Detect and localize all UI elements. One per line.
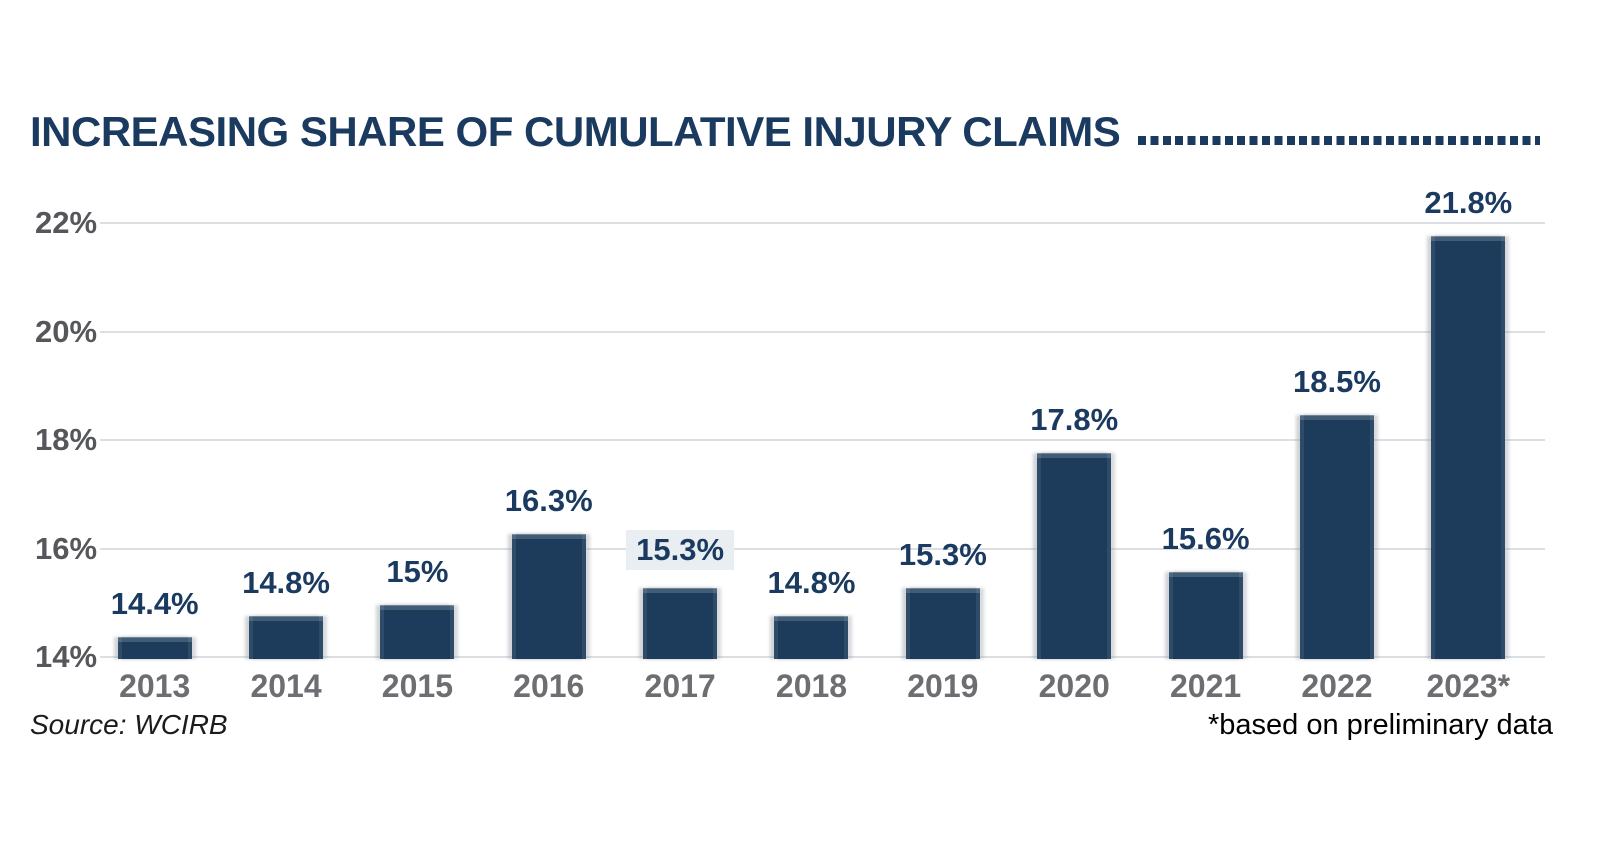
x-axis-tick-label: 2016 — [513, 668, 585, 704]
y-axis-tick-label: 20% — [35, 313, 98, 349]
chart-title: INCREASING SHARE OF CUMULATIVE INJURY CL… — [30, 108, 1121, 155]
bar — [380, 604, 455, 659]
bar-column: 14.8% 2018 — [746, 223, 877, 702]
gridline — [100, 330, 1545, 333]
bar-value-label: 21.8% — [1424, 184, 1513, 220]
bar-value-label: 15.6% — [1161, 521, 1250, 557]
x-axis-tick-label: 2018 — [775, 668, 848, 704]
chart-header: INCREASING SHARE OF CUMULATIVE INJURY CL… — [30, 108, 1540, 155]
bar-value-label: 15.3% — [626, 530, 735, 571]
bar-column: 14.8% 2014 — [220, 223, 351, 702]
bar-column: 18.5% 2022 — [1271, 223, 1402, 702]
y-axis-tick-label: 18% — [35, 421, 98, 457]
x-axis-tick-label: 2019 — [907, 668, 979, 704]
bar-value-label: 15% — [386, 553, 449, 589]
chart-footer: Source: WCIRB *based on preliminary data — [30, 708, 1553, 743]
bar-value-label: 16.3% — [504, 483, 593, 519]
bar — [774, 615, 849, 659]
x-axis-tick-label: 2020 — [1038, 668, 1110, 704]
bar-column: 15.3% 2017 — [614, 223, 745, 702]
gridline — [100, 222, 1545, 224]
x-axis-tick-label: 2015 — [381, 668, 453, 704]
bar — [1168, 572, 1243, 659]
y-axis-tick-label: 16% — [35, 530, 98, 566]
x-axis-tick-label: 2017 — [644, 668, 716, 704]
x-axis-tick-label: 2022 — [1301, 668, 1373, 704]
bar-column: 15% 2015 — [352, 223, 483, 702]
source-note: Source: WCIRB — [30, 709, 228, 740]
preliminary-data-footnote: *based on preliminary data — [1208, 709, 1553, 741]
bar-column: 14.4% 2013 — [89, 223, 220, 702]
bar-column: 17.8% 2020 — [1009, 223, 1140, 702]
bar — [249, 615, 324, 659]
bar-value-label: 14.4% — [110, 586, 199, 622]
bar-series: 14.4% 2013 14.8% 2014 15% 2015 16.3% 2016 15.3% 2… — [89, 187, 1534, 702]
x-axis-tick-label: 2014 — [250, 668, 322, 704]
bar-column: 21.8% 2023* — [1403, 187, 1534, 702]
x-axis-tick-label: 2013 — [119, 668, 191, 704]
bar-value-label: 14.8% — [767, 564, 856, 600]
bar — [117, 637, 192, 659]
bar-column: 15.3% 2019 — [877, 223, 1008, 702]
y-axis-tick-label: 22% — [35, 204, 98, 240]
x-axis-tick-label: 2023* — [1426, 668, 1511, 704]
y-axis-tick-label: 14% — [35, 638, 98, 674]
gridline — [100, 547, 1545, 550]
bar-value-label: 18.5% — [1292, 363, 1381, 399]
bar-column: 15.6% 2021 — [1140, 223, 1271, 702]
bar-value-label: 15.3% — [898, 537, 987, 573]
bar — [643, 588, 718, 659]
bar — [1037, 452, 1112, 659]
gridline — [100, 439, 1545, 441]
bar — [905, 588, 980, 659]
bar — [511, 534, 586, 659]
dotted-leader-line — [1138, 136, 1540, 146]
x-axis-tick-label: 2021 — [1169, 668, 1242, 704]
bar-column: 16.3% 2016 — [483, 223, 614, 702]
bar-value-label: 17.8% — [1030, 401, 1119, 437]
bar — [1299, 414, 1374, 659]
bar — [1431, 235, 1506, 659]
bar-value-label: 14.8% — [242, 564, 330, 600]
